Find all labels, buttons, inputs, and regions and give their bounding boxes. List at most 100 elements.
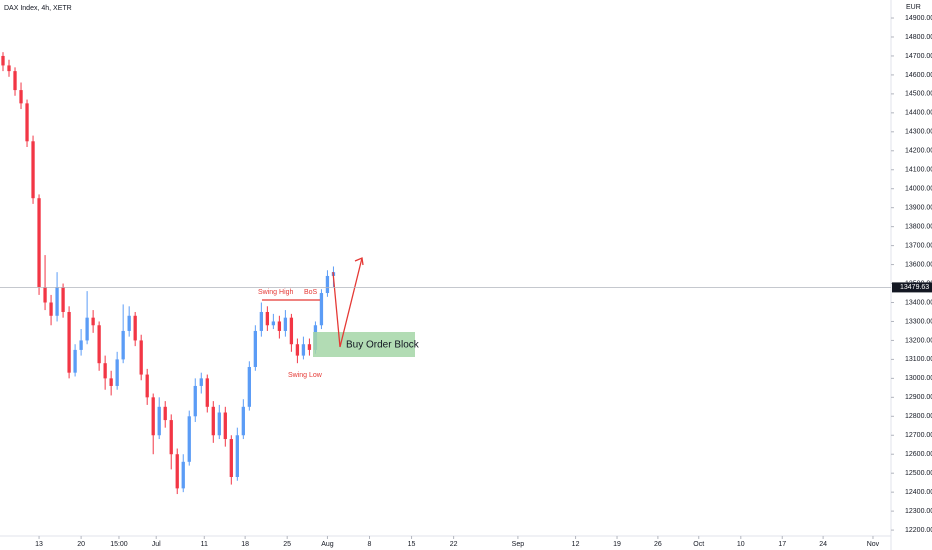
candle-body [151,397,155,436]
x-tick-label: 18 [241,541,249,548]
candle-body [169,420,173,455]
candle-body [229,439,233,477]
candle-body [109,378,113,386]
x-tick-label: 11 [201,541,208,548]
order-block-label: Buy Order Block [346,340,420,351]
candle-body [163,406,167,421]
candle-body [139,340,143,375]
candle-body [37,198,41,288]
y-tick-label: 13700.00 [905,242,932,249]
y-tick-label: 13800.00 [905,223,932,230]
x-tick-label: Nov [867,541,880,548]
candle-body [211,406,215,436]
candle-body [289,317,294,345]
x-tick-label: 12 [572,541,580,548]
candle-body [49,302,53,316]
candle-body [133,315,137,341]
candle-body [31,141,35,199]
y-tick-label: 13100.00 [905,356,932,363]
y-tick-label: 14500.00 [905,91,932,98]
chart-title: DAX Index, 4h, XETR [4,5,72,12]
x-tick-label: 13 [35,541,43,548]
candle-body [175,454,179,489]
last-price-box [892,282,932,293]
y-tick-label: 12300.00 [905,508,932,515]
candle-body [73,349,77,373]
x-tick-label: 8 [368,541,372,548]
y-tick-label: 12900.00 [905,394,932,401]
y-tick-label: 12500.00 [905,470,932,477]
candle-body [253,330,257,367]
candle-body [283,317,288,331]
candle-body [55,287,59,316]
y-tick-label: 14900.00 [905,15,932,22]
candle-body [271,321,276,326]
candle-body [85,317,89,341]
candle-body [67,311,71,373]
x-tick-label: 24 [819,541,827,548]
candle-body [181,461,185,489]
y-tick-label: 13000.00 [905,375,932,382]
y-tick-label: 12400.00 [905,489,932,496]
candle-body [13,71,17,91]
candle-body [97,325,101,364]
swing-low-label: Swing Low [288,372,323,379]
candle-body [319,293,324,326]
x-tick-label: 15 [408,541,416,548]
candle-body [79,340,83,350]
candle-body [19,90,23,104]
candle-body [241,406,245,436]
x-tick-label: 25 [283,541,291,548]
candle-body [205,378,209,407]
y-tick-label: 13300.00 [905,318,932,325]
x-tick-label: Jul [152,541,161,548]
candle-body [199,378,203,386]
candle-body [7,65,11,72]
candle-body [295,344,300,356]
candle-body [145,374,149,398]
candle-body [127,315,131,331]
y-unit: EUR [906,4,921,11]
x-tick-label: 26 [654,541,662,548]
swing-high-label: Swing High [258,289,294,296]
y-tick-label: 13200.00 [905,337,932,344]
y-tick-label: 14700.00 [905,53,932,60]
y-tick-label: 13600.00 [905,261,932,268]
candle-body [325,275,330,294]
x-tick-label: Oct [693,541,704,548]
candle-body [25,103,29,142]
candle-body [193,385,197,417]
candle-body [247,366,251,407]
x-tick-label: 20 [77,541,85,548]
candles [1,52,336,495]
candle-body [277,321,282,331]
x-tick-label: 19 [613,541,621,548]
candle-body [157,406,161,436]
y-tick-label: 12600.00 [905,451,932,458]
y-tick-label: 14300.00 [905,129,932,136]
candle-body [103,363,107,379]
y-tick-label: 14600.00 [905,72,932,79]
last-price-label: 13479.63 [900,284,929,291]
x-tick-label: Sep [512,541,525,548]
candle-body [1,55,5,66]
x-tick-label: 17 [778,541,786,548]
candle-body [43,287,47,303]
x-tick-label: 10 [737,541,745,548]
candle-body [307,344,312,350]
candle-body [187,416,191,462]
candle-body [235,435,239,477]
y-tick-label: 12200.00 [905,527,932,534]
y-tick-label: 13900.00 [905,205,932,212]
y-tick-label: 12800.00 [905,413,932,420]
x-tick-label: 15:00 [110,541,128,548]
bos-label: BoS [304,289,318,296]
candle-body [265,311,270,326]
x-tick-label: Aug [321,541,334,548]
y-tick-label: 13400.00 [905,299,932,306]
candle-body [301,344,306,356]
y-tick-label: 14100.00 [905,167,932,174]
candle-body [115,359,119,386]
